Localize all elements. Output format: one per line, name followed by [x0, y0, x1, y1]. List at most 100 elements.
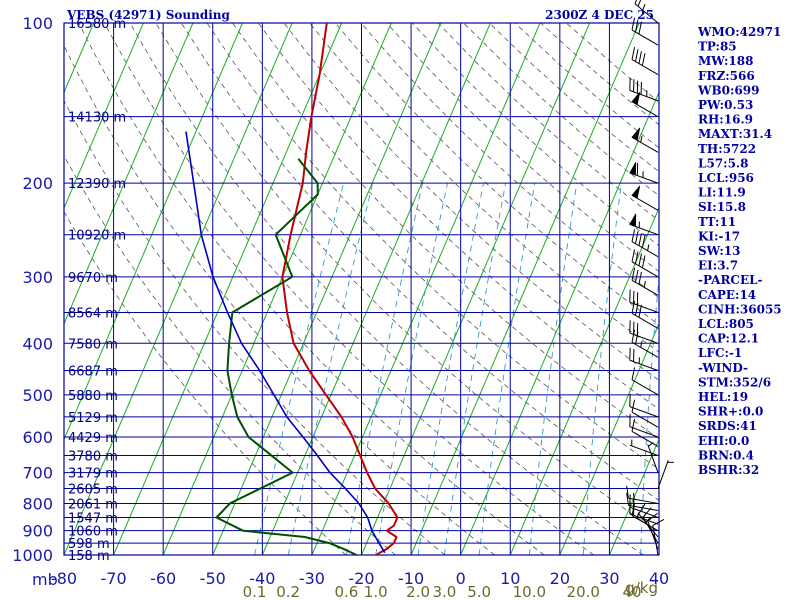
index-line: L57:5.8 [698, 156, 748, 170]
wind-barb [631, 249, 659, 278]
wind-barb [631, 418, 659, 447]
wind-barb [629, 77, 659, 102]
wind-barb-staff [634, 3, 659, 24]
height-label: 1060 m [68, 525, 118, 540]
skewed-isotherm [64, 23, 243, 441]
wind-barb-staff [652, 525, 659, 556]
temperature-line [281, 23, 399, 555]
wind-barb [631, 267, 659, 296]
wind-barb [629, 320, 659, 344]
wind-barb-staff [629, 332, 659, 344]
wind-barb-flag [638, 21, 642, 35]
wind-barb-staff [631, 261, 659, 278]
wind-barb-staff [657, 460, 669, 489]
mixing-ratio-tick-label: 10.0 [513, 583, 546, 600]
index-line: EHI:0.0 [698, 434, 749, 448]
index-line: WMO:42971 [697, 25, 781, 39]
pressure-tick-label: 300 [22, 268, 53, 287]
pressure-unit-label: mb [32, 570, 58, 589]
index-line: -PARCEL- [698, 273, 763, 287]
wind-barb-staff [647, 444, 659, 473]
pressure-tick-label: 400 [22, 334, 53, 353]
wind-barb-staff [629, 406, 659, 418]
skewed-isotherm [64, 23, 293, 555]
mixing-ratio-line [345, 183, 423, 555]
wind-barb-flag [631, 399, 636, 413]
index-line: FRZ:566 [698, 69, 755, 83]
temperature-tick-label: -20 [348, 569, 374, 588]
wind-barb-half-flag [632, 500, 635, 507]
skewed-isotherm [509, 206, 659, 555]
mixing-ratio-tick-label: 0.6 [334, 583, 358, 600]
wind-barb [631, 229, 659, 258]
wind-barb-pennant [631, 92, 641, 106]
wind-barb-half-flag [642, 4, 646, 11]
skewed-isotherm [410, 23, 640, 555]
wind-barb-flag [652, 518, 665, 526]
valid-time: 2300Z 4 DEC 25 [545, 8, 654, 22]
wind-barb-flag [634, 49, 639, 62]
wind-barb-half-flag [643, 281, 646, 288]
height-label: 9670 m [68, 271, 118, 286]
wind-barb-flag [626, 485, 629, 499]
mixing-ratio-tick-labels: 0.1 0.2 0.6 1.0 2.0 3.0 5.0 10.0 20.0 40 [243, 583, 642, 600]
wind-barb-half-flag [636, 512, 639, 519]
wind-barb-staff [631, 379, 659, 396]
pressure-tick-label: 200 [22, 174, 53, 193]
height-label: 14130 m [68, 111, 126, 126]
index-line: SRDS:41 [698, 419, 757, 433]
index-line: LI:11.9 [698, 186, 746, 200]
temperature-tick-label: -70 [101, 569, 127, 588]
wind-barb [629, 414, 659, 438]
wind-barb-flag [638, 51, 642, 64]
wind-barb-staff [629, 301, 659, 313]
pressure-tick-label: 600 [22, 428, 53, 447]
wind-barb-staff [629, 513, 659, 525]
mixing-ratio-tick-label: 1.0 [364, 583, 388, 600]
height-label: 8564 m [68, 306, 118, 321]
index-line: KI:-17 [698, 229, 740, 243]
wind-barb-half-flag [647, 244, 650, 251]
mixing-ratio-tick-label: 0.2 [276, 583, 300, 600]
wind-barb-staff [628, 504, 659, 512]
wind-barb [631, 92, 659, 118]
height-labels: 16580 m 14130 m 12390 m 10920 m 9670 m 8564 m… [68, 17, 126, 564]
index-line: PW:0.53 [698, 98, 753, 112]
wind-barb-flag [631, 47, 636, 60]
index-line: RH:16.9 [698, 113, 753, 127]
wind-barb-flag [631, 229, 636, 242]
mixing-ratio-line [582, 183, 622, 555]
wind-barb [629, 213, 659, 236]
pressure-tick-labels: 100 200 300 400 500 600 700 800 900 1000 [12, 14, 53, 565]
skewed-isotherm [113, 23, 343, 555]
pressure-tick-label: 800 [22, 494, 53, 513]
skewed-isotherm [64, 23, 144, 210]
pressure-tick-label: 500 [22, 386, 53, 405]
wind-barb [631, 47, 659, 75]
wind-barb [626, 485, 659, 504]
temperature-tick-label: -10 [398, 569, 424, 588]
wind-barb [629, 347, 659, 371]
temperature-tick-label: -80 [51, 569, 77, 588]
sounding-series [185, 23, 399, 555]
height-label: 12390 m [68, 177, 126, 192]
wind-barb-flag [638, 233, 642, 246]
wind-barb-flag [631, 17, 636, 31]
wind-barb-flag [638, 271, 642, 285]
index-line: MAXT:31.4 [698, 127, 772, 141]
height-label: 2061 m [68, 497, 118, 512]
wind-barb-staff [631, 59, 659, 75]
index-line: TT:11 [698, 215, 736, 229]
wind-barb-staff [629, 444, 659, 456]
wind-barb-staff [629, 506, 659, 518]
wind-barb-pennant [629, 162, 637, 176]
wind-barb-pennant [629, 213, 637, 228]
wind-barbs [626, 0, 674, 556]
mixing-ratio-tick-label: 2.0 [406, 583, 430, 600]
skewed-isotherm [559, 322, 659, 555]
index-line: STM:352/6 [698, 375, 771, 389]
temperature-tick-label: -50 [200, 569, 226, 588]
index-panel: WMO:42971TP:85MW:188FRZ:566WB0:699PW:0.5… [697, 25, 782, 477]
temperature-tick-label: 10 [500, 569, 520, 588]
wind-barb-flag [638, 502, 646, 515]
